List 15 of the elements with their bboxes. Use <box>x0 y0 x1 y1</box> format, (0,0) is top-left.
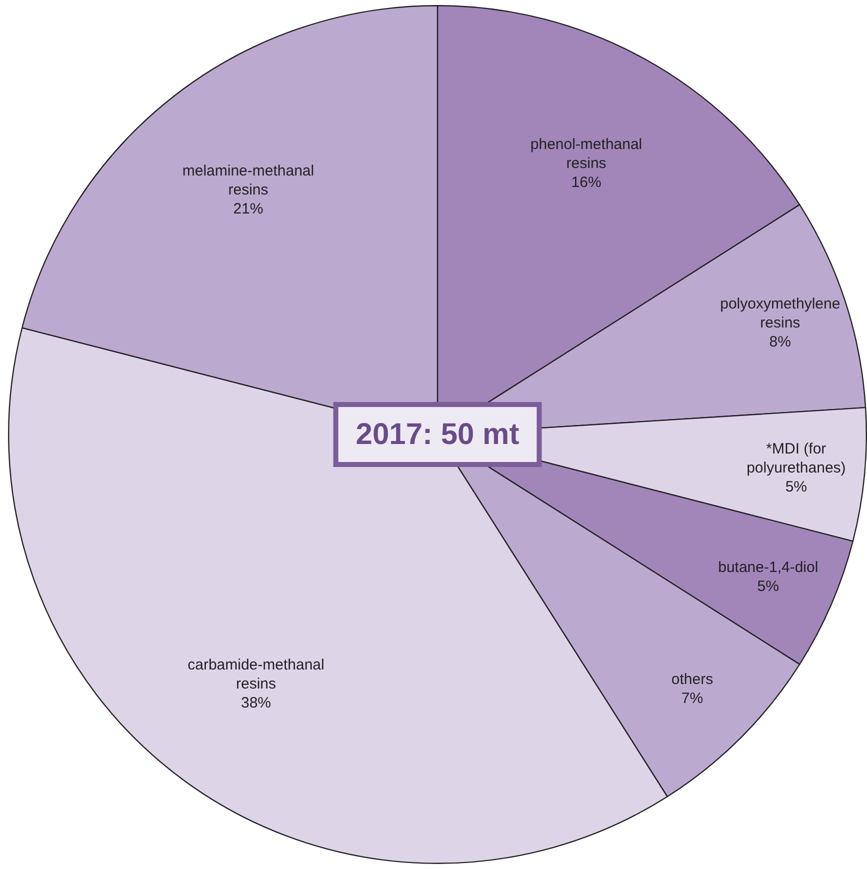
slice-label: butane-1,4-diol <box>718 559 818 576</box>
data-label: 16% <box>571 174 602 192</box>
data-label: 38% <box>240 694 272 712</box>
text: 2017: 50 mt <box>356 418 520 451</box>
data-label: 5% <box>785 478 808 496</box>
data-label: 7% <box>681 690 704 707</box>
slice-label: carbamide-methanal resins <box>188 656 324 692</box>
data-label: 8% <box>769 333 791 350</box>
slice-label: melamine-methanal resins <box>182 162 314 199</box>
slice-label: others <box>671 670 714 688</box>
data-label: 5% <box>757 578 779 596</box>
slice-label: *MDI (for polyurethanes) <box>746 440 846 477</box>
slice-label: phenol-methanal resins <box>530 136 642 172</box>
data-label: 21% <box>233 200 264 218</box>
slice-label: polyoxymethylene resins <box>720 295 840 332</box>
